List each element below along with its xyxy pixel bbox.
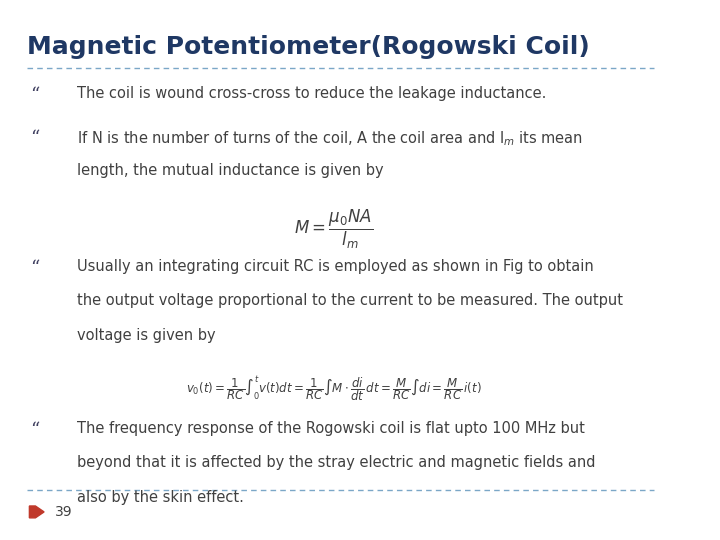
Text: voltage is given by: voltage is given by [77, 328, 215, 343]
Text: $M = \dfrac{\mu_0 NA}{l_m}$: $M = \dfrac{\mu_0 NA}{l_m}$ [294, 207, 374, 251]
Text: “: “ [30, 421, 40, 438]
Text: also by the skin effect.: also by the skin effect. [77, 490, 243, 505]
Text: If N is the number of turns of the coil, A the coil area and l$_m$ its mean: If N is the number of turns of the coil,… [77, 129, 582, 148]
Text: $v_0(t) = \dfrac{1}{RC}\int_0^t v(t)dt = \dfrac{1}{RC}\int M \cdot \dfrac{di}{dt: $v_0(t) = \dfrac{1}{RC}\int_0^t v(t)dt =… [186, 375, 482, 404]
FancyArrow shape [30, 506, 44, 518]
Text: 39: 39 [55, 505, 73, 519]
Text: length, the mutual inductance is given by: length, the mutual inductance is given b… [77, 163, 384, 178]
Text: The coil is wound cross-cross to reduce the leakage inductance.: The coil is wound cross-cross to reduce … [77, 86, 546, 102]
Text: The frequency response of the Rogowski coil is flat upto 100 MHz but: The frequency response of the Rogowski c… [77, 421, 585, 436]
Text: Usually an integrating circuit RC is employed as shown in Fig to obtain: Usually an integrating circuit RC is emp… [77, 259, 593, 274]
Text: “: “ [30, 86, 40, 104]
Text: beyond that it is affected by the stray electric and magnetic fields and: beyond that it is affected by the stray … [77, 455, 595, 470]
Text: “: “ [30, 129, 40, 147]
Text: the output voltage proportional to the current to be measured. The output: the output voltage proportional to the c… [77, 293, 623, 308]
Text: Magnetic Potentiometer(Rogowski Coil): Magnetic Potentiometer(Rogowski Coil) [27, 35, 590, 59]
Text: “: “ [30, 259, 40, 276]
